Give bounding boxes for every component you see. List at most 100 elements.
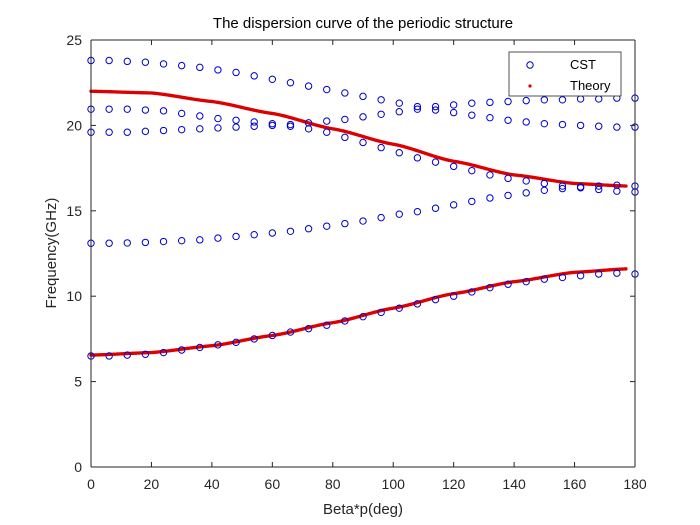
cst-point [359, 113, 367, 121]
cst-point [558, 182, 567, 190]
cst-point [304, 82, 313, 90]
cst-point [159, 348, 168, 357]
cst-point [341, 133, 349, 142]
y-tick-label: 0 [74, 459, 82, 475]
cst-point [413, 154, 422, 162]
cst-point [341, 89, 349, 97]
cst-point [250, 122, 258, 130]
cst-point [522, 189, 530, 197]
cst-point [468, 111, 476, 119]
cst-point [232, 116, 240, 124]
cst-point [159, 107, 168, 115]
legend-marker-cst [526, 61, 534, 69]
cst-point [377, 143, 385, 152]
cst-point [105, 105, 113, 113]
cst-point [468, 288, 476, 296]
cst-point [449, 292, 458, 300]
cst-point [359, 92, 367, 101]
cst-point [449, 162, 458, 171]
y-tick-label: 20 [66, 117, 82, 133]
cst-point [159, 60, 168, 68]
cst-point [341, 219, 349, 228]
cst-point [196, 63, 204, 72]
cst-point [214, 114, 222, 123]
cst-point [613, 123, 621, 131]
cst-point [413, 102, 422, 111]
cst-point [177, 236, 186, 245]
cst-point [359, 138, 367, 147]
x-tick-label: 0 [87, 476, 95, 492]
cst-point [159, 126, 168, 135]
cst-point [286, 227, 295, 235]
y-axis-label: Frequency(GHz) [43, 198, 60, 309]
cst-point [250, 118, 258, 126]
cst-point [504, 97, 512, 106]
cst-point [486, 194, 494, 202]
cst-point [232, 232, 240, 241]
x-ticks: 0 20 40 60 80 100 120 140 160 180 [87, 40, 647, 492]
cst-point [177, 61, 186, 70]
cst-point [214, 341, 222, 349]
cst-point [105, 56, 113, 65]
cst-point [105, 128, 113, 136]
cst-point [558, 273, 567, 282]
cst-point [522, 96, 530, 105]
y-ticks: 0 5 10 15 20 25 [66, 32, 635, 475]
cst-point [141, 58, 150, 66]
cst-point [504, 174, 512, 183]
cst-point [123, 105, 131, 113]
cst-point [286, 79, 295, 87]
cst-point [522, 177, 530, 185]
cst-point [504, 191, 512, 200]
cst-point [177, 109, 186, 118]
cst-point [431, 204, 440, 212]
cst-point [468, 166, 476, 175]
cst-point [268, 75, 277, 83]
cst-point [323, 321, 331, 329]
cst-point [196, 112, 204, 120]
cst-point [449, 108, 458, 117]
cst-point [395, 99, 403, 107]
cst-point [540, 275, 549, 283]
cst-point [413, 207, 422, 216]
cst-point [232, 68, 240, 77]
cst-point [486, 283, 494, 292]
x-tick-label: 100 [382, 476, 406, 492]
cst-point [105, 352, 113, 360]
cst-point [504, 280, 512, 288]
cst-point [232, 338, 240, 347]
cst-point [377, 110, 385, 118]
cst-point [141, 350, 150, 358]
legend-marker-theory [528, 84, 532, 88]
legend-label-cst: CST [570, 57, 596, 72]
x-axis-label: Beta*p(deg) [323, 501, 403, 518]
cst-point [196, 125, 204, 133]
cst-point [486, 98, 494, 107]
cst-point [323, 222, 331, 230]
cst-point [576, 121, 585, 130]
cst-point [214, 124, 222, 132]
cst-point [123, 239, 131, 247]
cst-point [323, 85, 331, 94]
cst-point [395, 108, 403, 116]
cst-point [595, 270, 603, 278]
cst-point [595, 122, 603, 130]
cst-point [141, 106, 150, 114]
cst-point [395, 304, 403, 312]
cst-point [159, 237, 168, 246]
cst-point [431, 158, 440, 166]
cst-point [214, 66, 222, 74]
cst-point [105, 239, 113, 247]
cst-point [522, 277, 530, 286]
cst-point [141, 127, 150, 136]
cst-point [341, 115, 349, 124]
x-tick-label: 140 [502, 476, 526, 492]
cst-point [359, 312, 367, 321]
chart-title: The dispersion curve of the periodic str… [213, 15, 513, 32]
cst-point [177, 125, 186, 134]
cst-point [304, 324, 313, 333]
cst-point [540, 119, 549, 128]
x-tick-label: 80 [325, 476, 341, 492]
